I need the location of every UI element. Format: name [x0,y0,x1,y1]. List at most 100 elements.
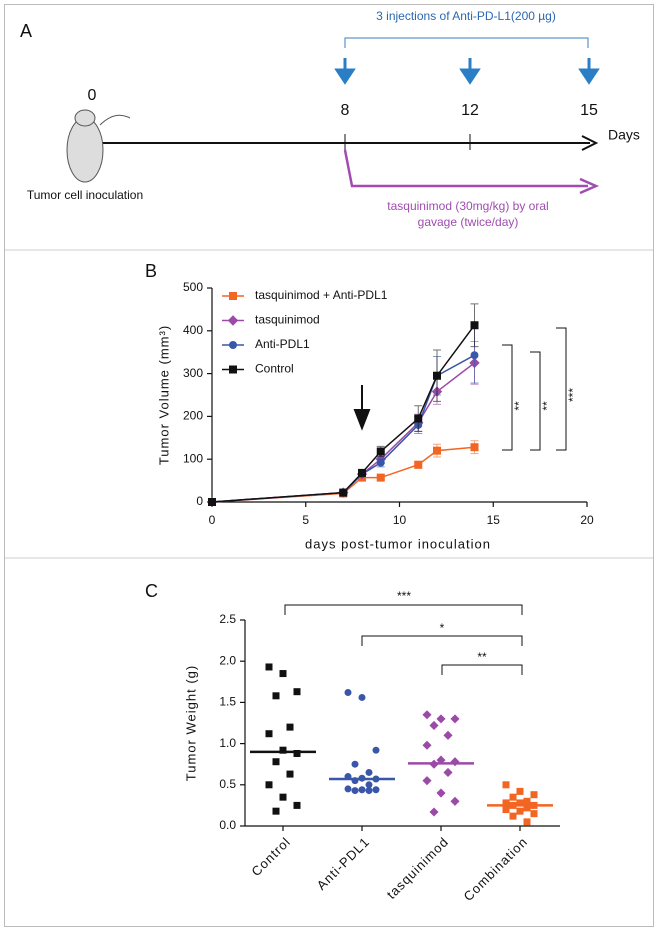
point [358,468,366,477]
injection-arrows [334,58,600,85]
point [523,818,531,826]
point [443,730,453,740]
point [523,797,531,805]
panel-label: C [145,581,158,601]
x-tick-label: 5 [302,513,309,527]
bracket [344,37,589,48]
point [351,787,359,795]
frame [4,4,654,927]
series-line [211,362,475,503]
sig-bracket [502,344,513,451]
point [429,720,439,731]
point [516,807,524,815]
panel-label: A [20,21,32,41]
point [358,786,366,794]
x-tick-label: 15 [487,513,501,527]
y-tick-label: 0.0 [219,818,236,832]
point [372,786,380,794]
y-tick-label: 1.0 [219,736,236,750]
point [376,473,385,482]
point [376,447,385,456]
point [376,458,385,467]
point [509,793,517,801]
panel-label: B [145,261,157,281]
treatment-text: tasquinimod (30mg/kg) by oral [387,199,548,213]
point [272,758,280,766]
sig-bracket [441,664,523,675]
mouse-icon [66,109,131,183]
point [358,693,366,701]
timeline-label: 0 [88,87,97,104]
y-tick-label: 2.0 [219,653,236,667]
point [351,760,359,768]
y-tick-label: 1.5 [219,695,236,709]
point [279,746,287,754]
sig-bracket [556,327,567,451]
y-tick-label: 2.5 [219,612,236,626]
sig-bracket [530,351,541,451]
point [450,796,460,806]
point [450,714,460,724]
point [530,810,538,818]
timeline-label: 12 [461,102,479,119]
point [293,688,301,696]
point [293,749,301,757]
point [365,787,373,795]
treatment-arrow [353,385,371,431]
point [502,806,510,814]
legend-label: tasquinimod [255,313,320,327]
x-tick-label: Combination [461,834,531,904]
point [470,351,479,360]
point [523,804,531,812]
x-tick-label: Anti-PDL1 [314,834,373,893]
sig-label: ** [512,401,526,411]
point [286,723,294,731]
point [422,710,432,720]
axis-unit: Days [608,127,640,143]
point [530,791,538,799]
sig-label: ** [477,650,487,664]
x-tick-label: 10 [393,513,407,527]
x-axis-label: days post-tumor inoculation [305,536,491,551]
point [470,321,479,330]
y-tick-label: 100 [183,451,203,465]
point [372,746,380,754]
point [429,807,439,817]
sig-bracket [361,635,523,646]
point [502,781,510,789]
point [516,787,524,795]
point [279,793,287,801]
point [293,801,301,809]
y-tick-label: 0 [196,494,203,508]
point [272,807,280,815]
point [265,730,273,738]
y-tick-label: 400 [183,323,203,337]
point [344,785,352,793]
sig-label: *** [397,589,411,603]
point [265,781,273,789]
point [265,663,273,671]
sig-label: * [440,621,445,635]
point [208,498,216,506]
x-tick-label: tasquinimod [384,834,452,902]
legend-label: Control [255,362,294,376]
sig-label: ** [540,401,554,411]
point [450,757,460,767]
legend-marker [229,341,237,349]
sig-bracket [284,604,523,615]
point [365,781,373,789]
point [436,788,446,798]
inoculation-label: Tumor cell inoculation [27,188,143,202]
legend-marker [229,292,237,300]
point [443,767,453,777]
point [502,799,510,807]
point [509,812,517,820]
point [436,714,446,724]
legend-label: Anti-PDL1 [255,337,310,351]
point [279,670,287,678]
point [433,446,441,455]
point [414,414,423,423]
legend-marker [227,315,239,326]
y-axis-label: Tumor Weight (g) [183,665,198,781]
